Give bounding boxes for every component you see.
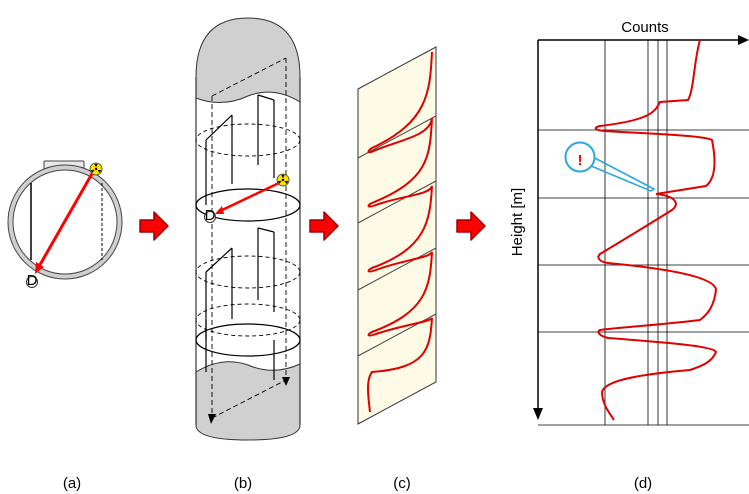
caption-d: (d) <box>634 475 652 492</box>
alert-callout-text: ! <box>578 152 583 169</box>
scan-profile-curve <box>367 51 433 413</box>
caption-c: (c) <box>393 475 411 492</box>
panel-a: D <box>7 160 123 289</box>
radiation-source-icon <box>276 173 290 187</box>
panel-b: D <box>195 17 301 441</box>
y-axis-arrowhead <box>533 408 543 420</box>
scan-path-arrowhead <box>282 377 290 386</box>
scan-path-arrowhead <box>208 414 216 424</box>
caption-a: (a) <box>63 475 81 492</box>
x-axis-arrowhead <box>738 35 749 45</box>
detector-icon <box>204 211 216 223</box>
strip-dividers <box>357 115 437 357</box>
flow-arrow-icon <box>456 211 486 241</box>
detector-label: D <box>205 207 216 224</box>
tray-gridlines <box>538 129 749 426</box>
trays <box>195 57 301 419</box>
flow-arrow-icon <box>309 211 339 241</box>
panel-c <box>357 46 437 425</box>
top-cap <box>195 17 301 103</box>
scan-line <box>217 181 280 214</box>
x-axis-label: Counts <box>621 19 669 36</box>
panel-d: ! Counts Height [m] <box>509 19 749 426</box>
radiation-source-icon <box>89 162 103 176</box>
scan-arrowhead <box>35 262 44 274</box>
alert-callout <box>564 141 596 173</box>
caption-b: (b) <box>234 475 252 492</box>
scan-arrowhead <box>215 206 224 214</box>
detector-icon <box>26 276 38 288</box>
scan-line <box>35 171 95 271</box>
callout-pointer <box>583 154 656 192</box>
y-axis-label: Height [m] <box>509 188 526 256</box>
scan-profile-curve <box>594 39 718 421</box>
detector-label: D <box>27 272 38 289</box>
flow-arrow-icon <box>139 211 169 241</box>
